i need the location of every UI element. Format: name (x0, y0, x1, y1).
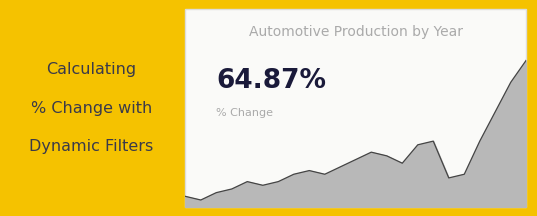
Text: Dynamic Filters: Dynamic Filters (29, 139, 154, 154)
Text: Automotive Production by Year: Automotive Production by Year (249, 25, 463, 38)
Text: Calculating: Calculating (46, 62, 136, 77)
Text: % Change with: % Change with (31, 100, 152, 116)
Text: 64.87%: 64.87% (216, 68, 326, 94)
Text: % Change: % Change (216, 108, 273, 118)
